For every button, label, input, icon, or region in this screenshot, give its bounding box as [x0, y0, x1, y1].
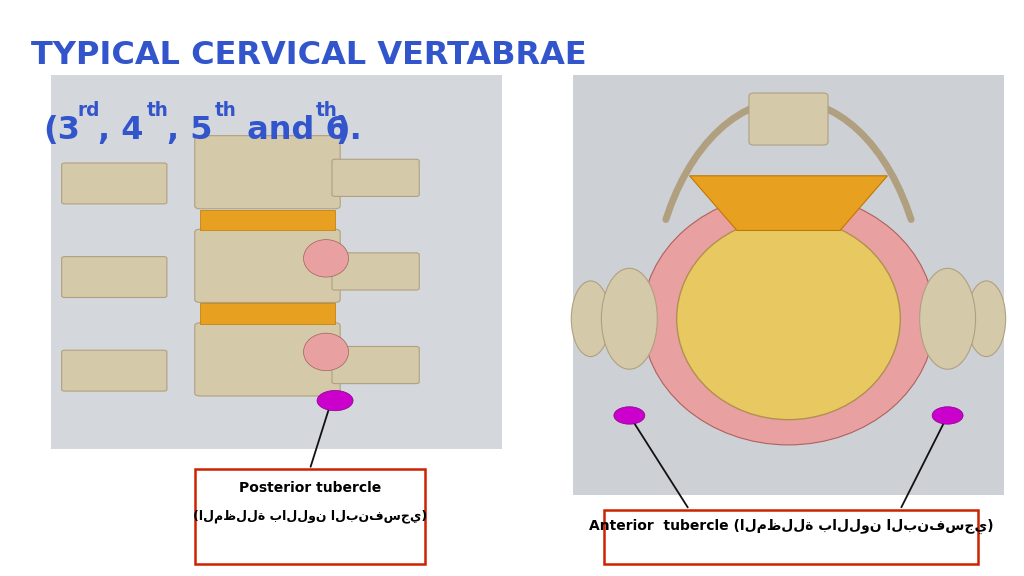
Text: th: th	[315, 101, 337, 120]
Text: , 5: , 5	[167, 115, 212, 146]
Text: and 6: and 6	[236, 115, 347, 146]
FancyBboxPatch shape	[195, 135, 340, 209]
FancyBboxPatch shape	[332, 253, 419, 290]
Ellipse shape	[303, 240, 348, 277]
FancyBboxPatch shape	[332, 347, 419, 384]
Text: TYPICAL CERVICAL VERTABRAE: TYPICAL CERVICAL VERTABRAE	[31, 40, 587, 71]
Text: th: th	[146, 101, 168, 120]
Text: ).: ).	[336, 115, 362, 146]
Ellipse shape	[303, 333, 348, 371]
FancyBboxPatch shape	[573, 75, 1004, 495]
Text: , 4: , 4	[98, 115, 143, 146]
FancyBboxPatch shape	[61, 257, 167, 297]
Circle shape	[932, 407, 964, 424]
Circle shape	[317, 391, 353, 411]
FancyBboxPatch shape	[51, 75, 502, 449]
FancyBboxPatch shape	[332, 160, 419, 196]
Ellipse shape	[967, 281, 1006, 357]
FancyBboxPatch shape	[61, 350, 167, 391]
FancyBboxPatch shape	[61, 163, 167, 204]
Ellipse shape	[571, 281, 610, 357]
Text: rd: rd	[78, 101, 100, 120]
FancyBboxPatch shape	[195, 323, 340, 396]
FancyBboxPatch shape	[195, 469, 425, 564]
Text: Anterior  tubercle (المظللة باللون البنفسجي): Anterior tubercle (المظللة باللون البنفس…	[589, 518, 993, 533]
FancyBboxPatch shape	[200, 303, 335, 324]
Text: (المظللة باللون البنفسجي): (المظللة باللون البنفسجي)	[193, 510, 427, 524]
Text: Posterior tubercle: Posterior tubercle	[239, 481, 381, 495]
Text: (3: (3	[43, 115, 80, 146]
FancyBboxPatch shape	[749, 93, 828, 145]
Polygon shape	[689, 176, 888, 230]
Ellipse shape	[601, 268, 657, 369]
Ellipse shape	[920, 268, 976, 369]
Circle shape	[613, 407, 645, 424]
FancyBboxPatch shape	[604, 510, 978, 564]
FancyBboxPatch shape	[200, 210, 335, 230]
Text: th: th	[215, 101, 237, 120]
FancyBboxPatch shape	[195, 229, 340, 302]
Ellipse shape	[677, 218, 900, 420]
Ellipse shape	[642, 192, 935, 445]
